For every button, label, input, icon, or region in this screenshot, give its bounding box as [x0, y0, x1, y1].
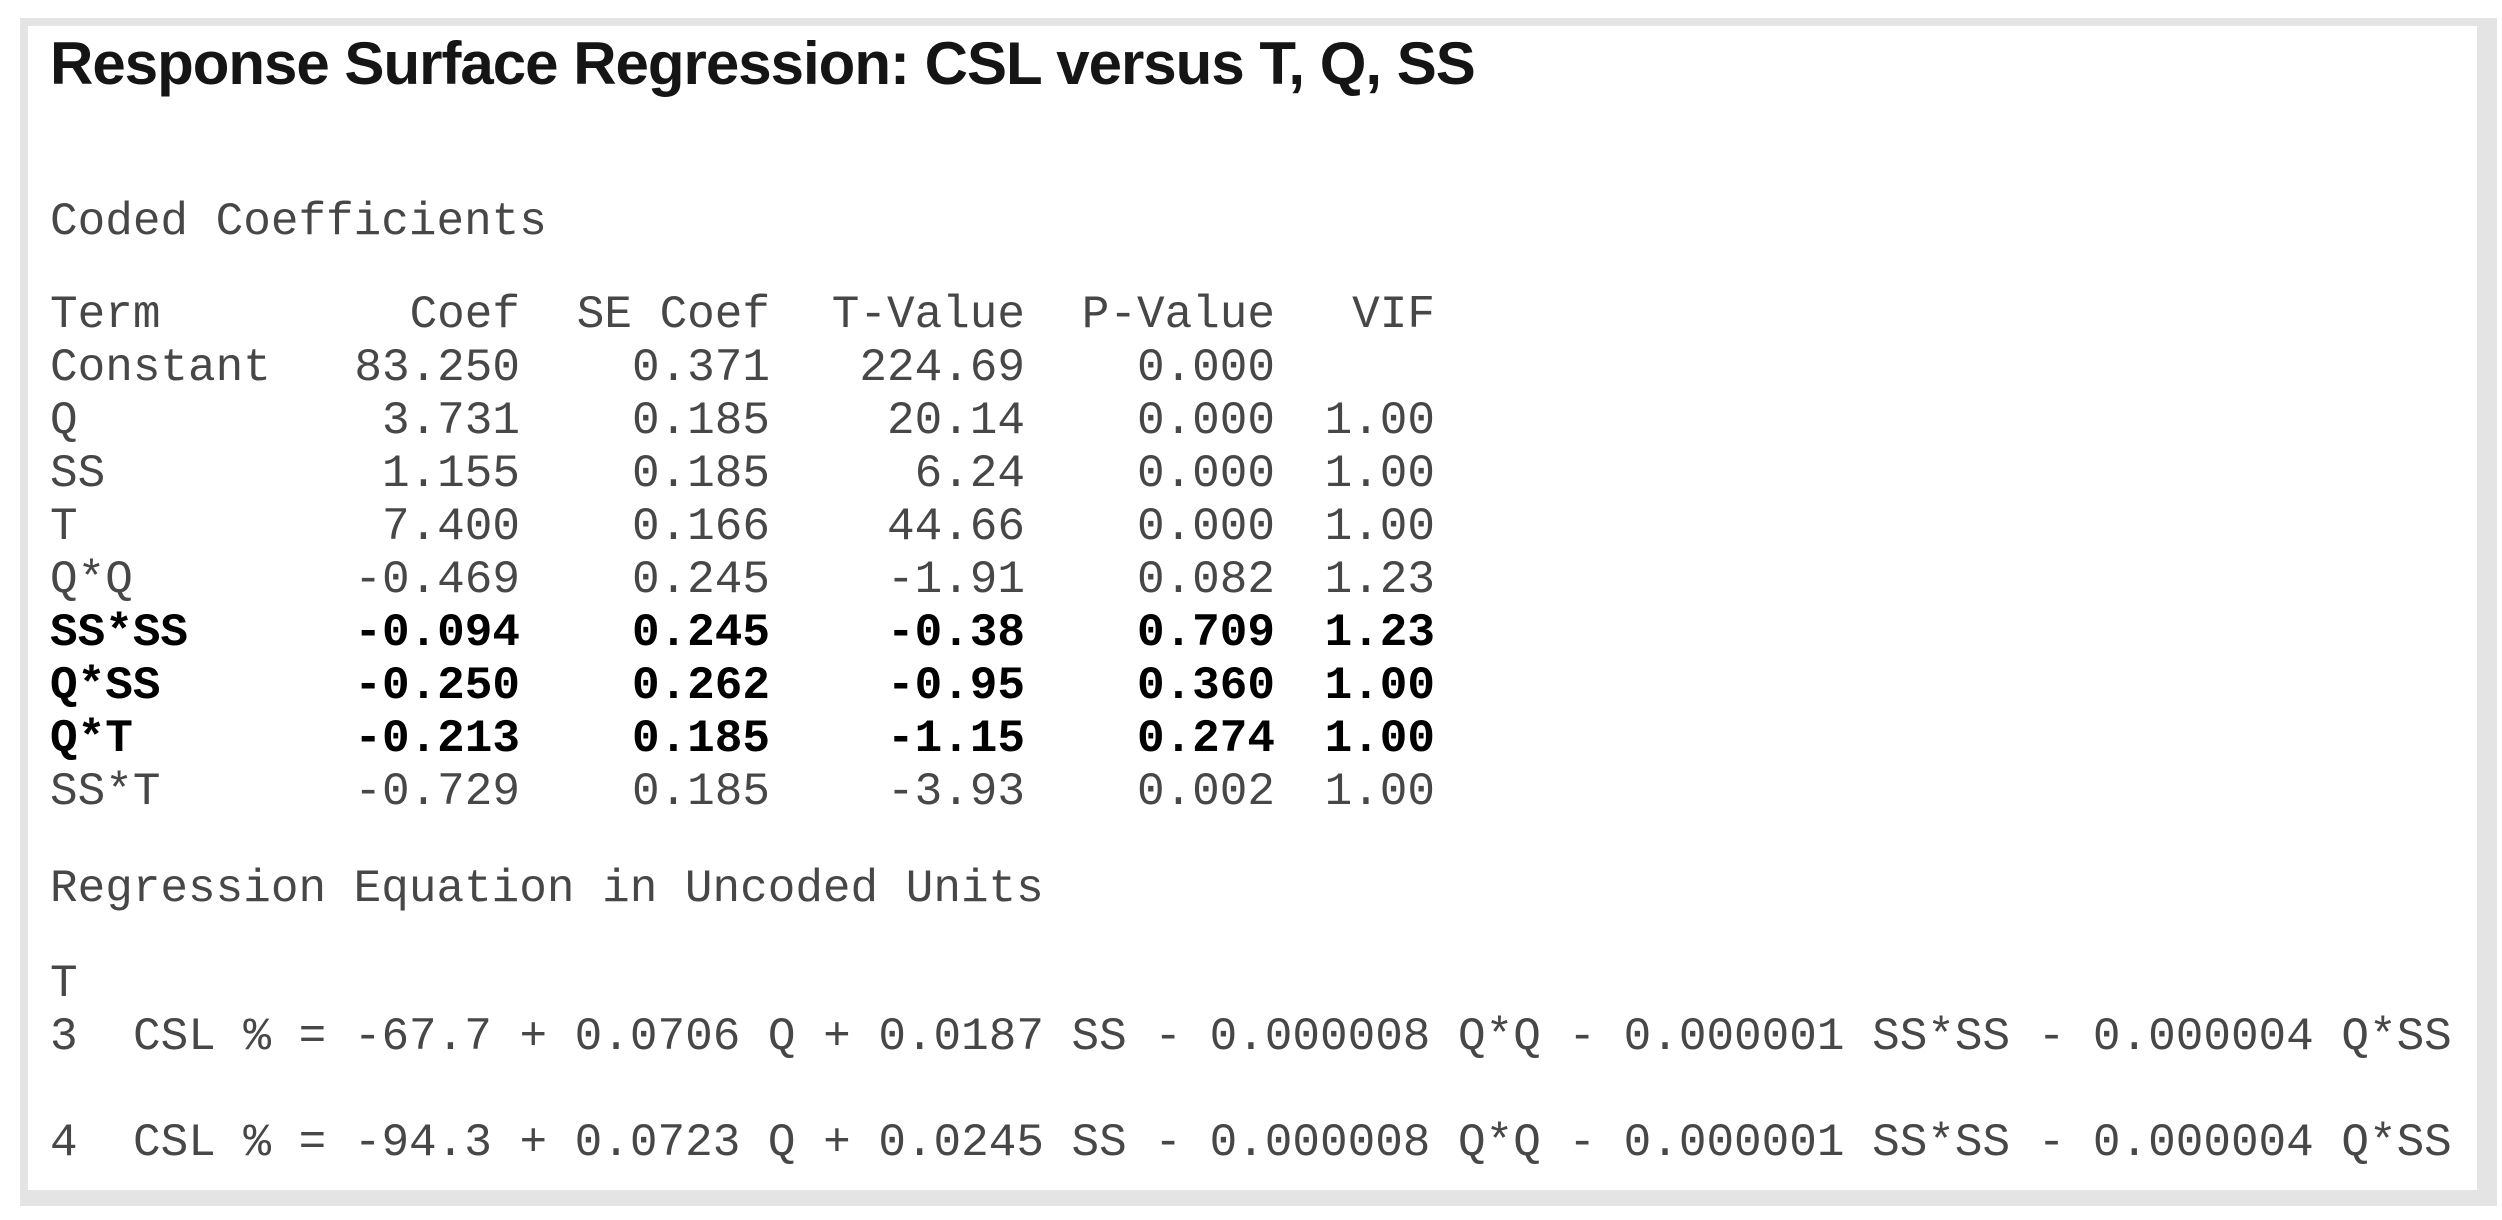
cell-term: Q*SS [50, 660, 161, 712]
table-row: SS*T -0.729 0.185 -3.93 0.002 1.00 [50, 766, 2477, 819]
cell-t-value: 6.24 [914, 448, 1025, 500]
table-row: Q*Q -0.469 0.245 -1.91 0.082 1.23 [50, 554, 2477, 607]
cell-p-value: 0.002 [1136, 766, 1275, 818]
cell-t-value: -1.15 [886, 713, 1025, 765]
column-header-p-value: P-Value [1081, 289, 1275, 341]
cell-se-coef: 0.185 [631, 448, 770, 500]
cell-coef: -0.213 [354, 713, 520, 765]
column-header-se-coef: SE Coef [576, 289, 770, 341]
table-row: T 7.400 0.166 44.66 0.000 1.00 [50, 501, 2477, 554]
regression-equation-heading: Regression Equation in Uncoded Units [50, 863, 1044, 915]
cell-term: Q*T [50, 713, 133, 765]
cell-t-value: 44.66 [886, 501, 1025, 553]
cell-vif: 1.23 [1324, 554, 1435, 606]
cell-vif: 1.00 [1324, 395, 1435, 447]
cell-vif: 1.00 [1324, 766, 1435, 818]
cell-coef: 3.731 [381, 395, 520, 447]
cell-p-value: 0.360 [1136, 660, 1275, 712]
cell-se-coef: 0.245 [631, 554, 770, 606]
column-header-vif: VIF [1352, 289, 1435, 341]
cell-se-coef: 0.371 [631, 342, 770, 394]
cell-t-value: 20.14 [886, 395, 1025, 447]
cell-t-value: -0.38 [886, 607, 1025, 659]
cell-p-value: 0.274 [1136, 713, 1275, 765]
cell-term: Constant [50, 342, 271, 394]
table-header-row: Term Coef SE Coef T-Value P-Value VIF [50, 289, 2477, 342]
cell-se-coef: 0.262 [631, 660, 770, 712]
table-row: Q*SS -0.250 0.262 -0.95 0.360 1.00 [50, 660, 2477, 713]
cell-t-value: -0.95 [886, 660, 1025, 712]
column-header-t-value: T-Value [831, 289, 1025, 341]
cell-se-coef: 0.245 [631, 607, 770, 659]
cell-t-value: 224.69 [859, 342, 1025, 394]
column-header-term: Term [50, 289, 161, 341]
cell-p-value: 0.000 [1136, 395, 1275, 447]
session-output-panel: Response Surface Regression: CSL versus … [20, 18, 2497, 1206]
cell-vif: 1.00 [1324, 448, 1435, 500]
table-row: Q 3.731 0.185 20.14 0.000 1.00 [50, 395, 2477, 448]
cell-se-coef: 0.185 [631, 395, 770, 447]
table-row: Q*T -0.213 0.185 -1.15 0.274 1.00 [50, 713, 2477, 766]
cell-t-value: -3.93 [886, 766, 1025, 818]
column-header-coef: Coef [409, 289, 520, 341]
cell-p-value: 0.082 [1136, 554, 1275, 606]
cell-coef: 7.400 [381, 501, 520, 553]
cell-se-coef: 0.166 [631, 501, 770, 553]
cell-coef: -0.094 [354, 607, 520, 659]
cell-coef: 83.250 [354, 342, 520, 394]
cell-term: SS*T [50, 766, 161, 818]
cell-coef: -0.469 [354, 554, 520, 606]
table-row: SS 1.155 0.185 6.24 0.000 1.00 [50, 448, 2477, 501]
page-title: Response Surface Regression: CSL versus … [50, 30, 1476, 97]
equation-row: 4 CSL % = -94.3 + 0.0723 Q + 0.0245 SS -… [50, 1117, 2477, 1170]
cell-coef: -0.729 [354, 766, 520, 818]
cell-coef: -0.250 [354, 660, 520, 712]
cell-se-coef: 0.185 [631, 766, 770, 818]
cell-p-value: 0.000 [1136, 501, 1275, 553]
cell-vif [1275, 342, 1435, 395]
equation-t-level: 4 [50, 1117, 78, 1169]
cell-se-coef: 0.185 [631, 713, 770, 765]
cell-vif: 1.00 [1324, 713, 1435, 765]
coded-coefficients-heading: Coded Coefficients [50, 196, 547, 248]
table-row: SS*SS -0.094 0.245 -0.38 0.709 1.23 [50, 607, 2477, 660]
cell-vif: 1.00 [1324, 501, 1435, 553]
cell-p-value: 0.000 [1136, 342, 1275, 394]
equation-t-level: 3 [50, 1011, 78, 1063]
equation-text: CSL % = -67.7 + 0.0706 Q + 0.0187 SS - 0… [133, 1011, 2452, 1063]
cell-term: Q [50, 395, 78, 447]
cell-term: SS*SS [50, 607, 189, 659]
cell-vif: 1.00 [1324, 660, 1435, 712]
cell-p-value: 0.000 [1136, 448, 1275, 500]
equation-group-label: T [50, 958, 78, 1010]
coded-coefficients-table: Term Coef SE Coef T-Value P-Value VIF Co… [50, 289, 2477, 819]
cell-term: SS [50, 448, 106, 500]
cell-coef: 1.155 [381, 448, 520, 500]
cell-t-value: -1.91 [886, 554, 1025, 606]
cell-vif: 1.23 [1324, 607, 1435, 659]
cell-term: T [50, 501, 78, 553]
equation-text: CSL % = -94.3 + 0.0723 Q + 0.0245 SS - 0… [133, 1117, 2452, 1169]
table-row: Constant 83.250 0.371 224.69 0.000 [50, 342, 2477, 395]
equation-row: 3 CSL % = -67.7 + 0.0706 Q + 0.0187 SS -… [50, 1011, 2477, 1064]
cell-p-value: 0.709 [1136, 607, 1275, 659]
cell-term: Q*Q [50, 554, 133, 606]
